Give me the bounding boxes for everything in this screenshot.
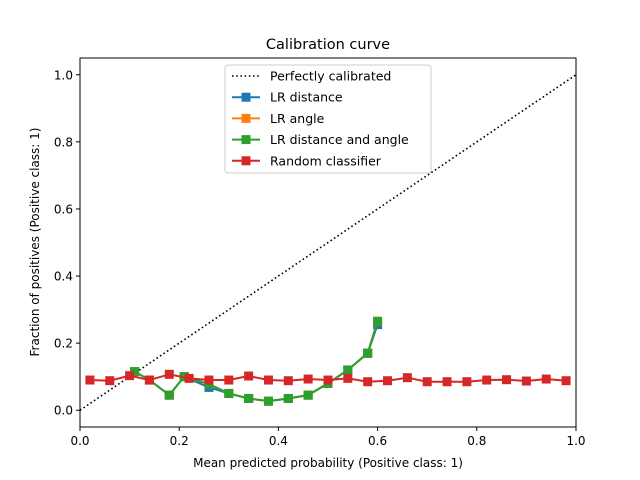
x-tick-label: 0.0 [70,434,89,448]
legend: Perfectly calibrated LR distance LR angle L… [224,64,432,174]
data-point [164,369,174,379]
data-point [224,375,234,385]
data-point [130,367,140,377]
legend-item-lr-distance: LR distance [232,90,343,105]
data-point [263,375,273,385]
data-point [502,375,512,385]
x-tick-label: 0.4 [269,434,288,448]
data-point [323,375,333,385]
legend-box [224,64,432,174]
data-point [244,393,254,403]
y-tick-label: 0.0 [54,404,73,418]
legend-item-perfectly-calibrated: Perfectly calibrated [232,69,391,84]
data-point [303,374,313,384]
legend-swatch-marker [241,92,251,102]
data-point [402,373,412,383]
legend-item-lr-angle: LR angle [232,111,325,126]
x-tick-label: 0.2 [170,434,189,448]
data-point [343,373,353,383]
legend-label: Random classifier [270,153,382,168]
legend-swatch-marker [241,156,251,166]
data-point [204,375,214,385]
data-point [422,377,432,387]
x-tick-label: 1.0 [566,434,585,448]
data-point [283,376,293,386]
data-point [164,390,174,400]
data-point [383,376,393,386]
data-point [184,373,194,383]
y-tick-label: 1.0 [54,68,73,82]
data-point [541,374,551,384]
x-axis-label: Mean predicted probability (Positive cla… [193,456,463,470]
data-point [105,376,115,386]
data-point [482,375,492,385]
legend-swatch-marker [241,135,251,145]
data-point [144,375,154,385]
data-point [263,396,273,406]
data-point [85,375,95,385]
data-point [125,371,135,381]
legend-label: LR distance and angle [270,132,409,147]
data-point [373,316,383,326]
series-perfectly-calibrated [79,74,577,411]
y-tick-label: 0.8 [54,135,73,149]
y-tick-label: 0.2 [54,337,73,351]
legend-item-lr-distance-and-angle: LR distance and angle [232,132,409,147]
data-point [363,377,373,387]
data-point [283,393,293,403]
legend-item-random-classifier: Random classifier [232,153,382,168]
series-line [79,74,577,411]
data-point [442,377,452,387]
y-tick-label: 0.6 [54,202,73,216]
plot-frame [79,57,577,428]
legend-label: Perfectly calibrated [270,69,391,84]
chart-title: Calibration curve [266,37,390,53]
legend-label: LR angle [270,111,325,126]
data-point [244,371,254,381]
data-point [462,377,472,387]
data-point [521,376,531,386]
x-tick-label: 0.8 [467,434,486,448]
legend-label: LR distance [270,90,343,105]
series-random-classifier [85,369,571,387]
x-tick-label: 0.6 [368,434,387,448]
legend-swatch-marker [241,113,251,123]
data-point [343,365,353,375]
data-point [363,348,373,358]
y-axis-label: Fraction of positives (Positive class: 1… [28,128,42,357]
data-point [303,390,313,400]
data-point [224,388,234,398]
data-point [561,376,571,386]
y-tick-label: 0.4 [54,270,73,284]
